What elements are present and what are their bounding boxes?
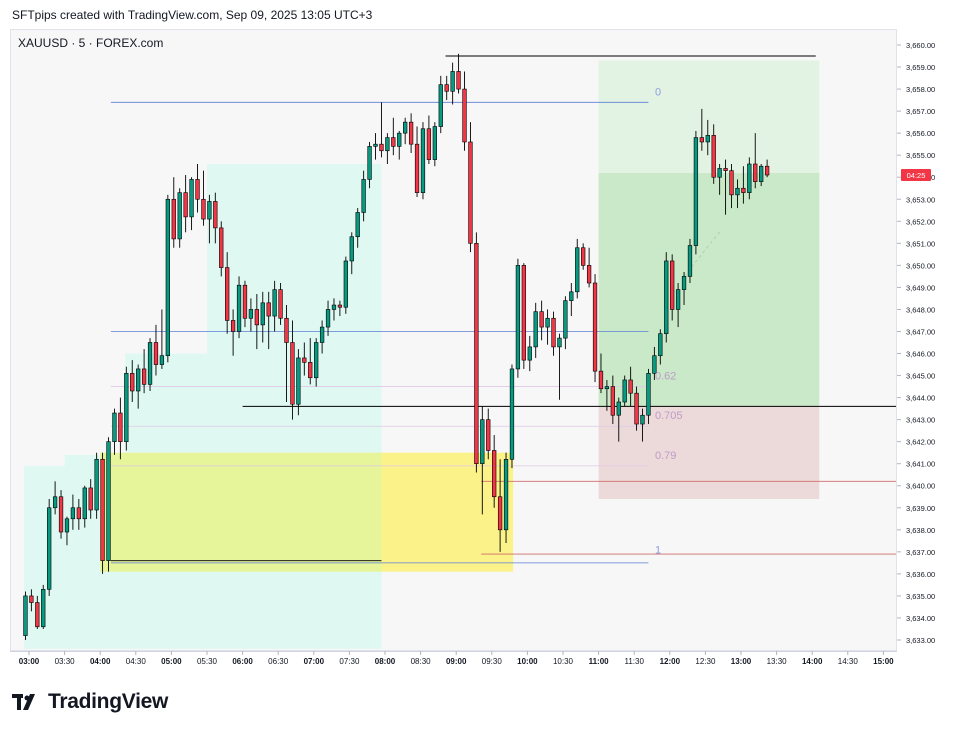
chart-plot-area[interactable] [10,29,897,651]
tradingview-logo-icon [12,694,35,710]
time-scale[interactable] [10,651,897,672]
tradingview-wordmark: TradingView [48,690,169,713]
chart-header-note: SFTpips created with TradingView.com, Se… [12,8,373,22]
chart-symbol-title: XAUUSD · 5 · FOREX.com [18,36,164,50]
tradingview-brand: TradingView [12,690,168,714]
price-scale[interactable] [897,29,937,651]
